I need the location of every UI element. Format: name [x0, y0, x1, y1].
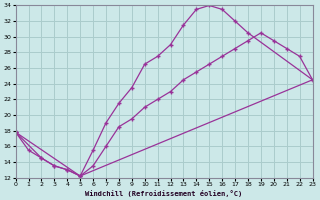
X-axis label: Windchill (Refroidissement éolien,°C): Windchill (Refroidissement éolien,°C) [85, 190, 243, 197]
